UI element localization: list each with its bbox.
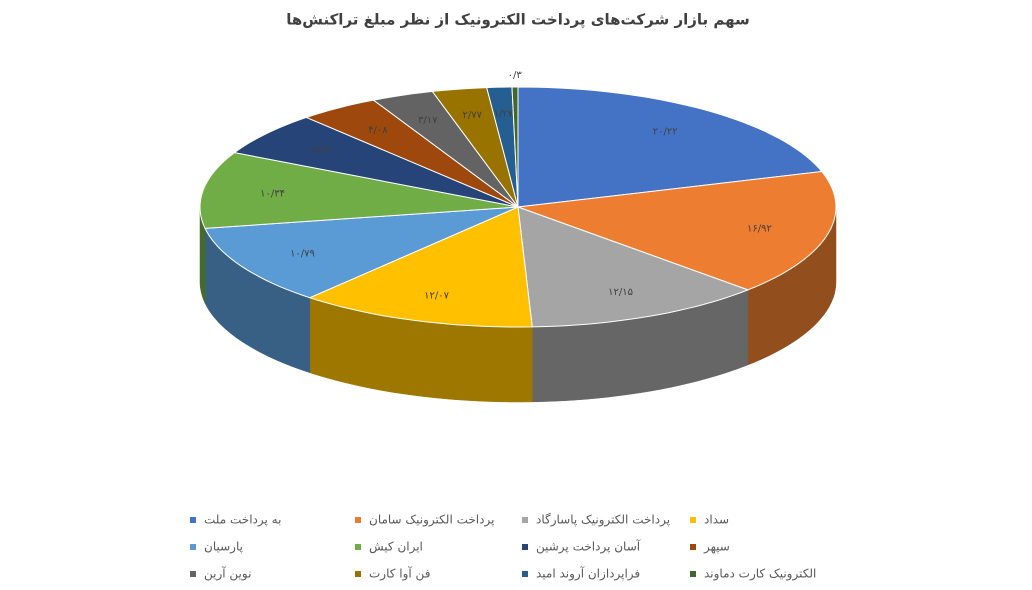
- pie-slice: [517, 86, 823, 208]
- pie-slice: [372, 90, 519, 208]
- pie-slice: [517, 170, 837, 291]
- data-label: ۱۶/۹۲: [747, 223, 772, 234]
- legend-swatch: [355, 517, 361, 523]
- data-label: ۱/۲۷: [494, 109, 514, 120]
- legend-swatch: [190, 571, 196, 577]
- legend-label: فراپردازان آروند امید: [536, 566, 640, 582]
- legend-label: پرداخت الکترونیک پاسارگاد: [536, 513, 670, 528]
- legend-label: پرداخت الکترونیک سامان: [369, 513, 494, 528]
- legend-swatch: [690, 544, 696, 550]
- legend-swatch: [690, 517, 696, 523]
- data-label: ۴/۰۸: [368, 125, 388, 136]
- pie-slice: [204, 206, 519, 299]
- legend-swatch: [355, 544, 361, 550]
- pie-slice: [511, 86, 519, 208]
- legend-label: نوین آرین: [204, 566, 251, 582]
- legend-label: الکترونیک کارت دماوند: [704, 567, 816, 582]
- legend-swatch: [355, 571, 361, 577]
- pie-slice: [233, 116, 519, 208]
- data-label: ۱۰/۳۴: [260, 188, 285, 199]
- legend-label: فن آوا کارت: [369, 566, 430, 582]
- legend-swatch: [522, 544, 528, 550]
- legend-label: آسان پرداخت پرشین: [536, 539, 641, 555]
- legend-label: ایران کیش: [369, 540, 423, 555]
- pie-slice: [199, 152, 519, 229]
- data-label: ۵/۹۲: [312, 145, 331, 156]
- pie-slice: [308, 206, 533, 328]
- legend-label: به پرداخت ملت: [204, 513, 281, 528]
- legend-label: پارسیان: [204, 540, 243, 555]
- data-label: ۱۲/۰۷: [424, 290, 449, 301]
- legend-swatch: [190, 544, 196, 550]
- legend-swatch: [190, 517, 196, 523]
- data-label: ۱۲/۱۵: [608, 287, 633, 298]
- pie-slice: [431, 87, 519, 208]
- data-label: ۰/۳: [508, 70, 523, 81]
- data-label: ۲۰/۲۲: [653, 127, 678, 138]
- data-label: ۱۰/۷۹: [290, 248, 315, 259]
- legend-label: سپهر: [703, 540, 730, 555]
- legend-swatch: [522, 517, 528, 523]
- pie-slice: [517, 206, 750, 328]
- data-label: ۲/۷۷: [462, 110, 482, 121]
- legend-swatch: [522, 571, 528, 577]
- data-label: ۳/۱۷: [418, 115, 438, 126]
- legend-swatch: [690, 571, 696, 577]
- pie-slice: [304, 99, 519, 208]
- legend-label: سداد: [704, 513, 729, 527]
- chart-title: سهم بازار شرکت‌های پرداخت الکترونیک از ن…: [286, 11, 750, 30]
